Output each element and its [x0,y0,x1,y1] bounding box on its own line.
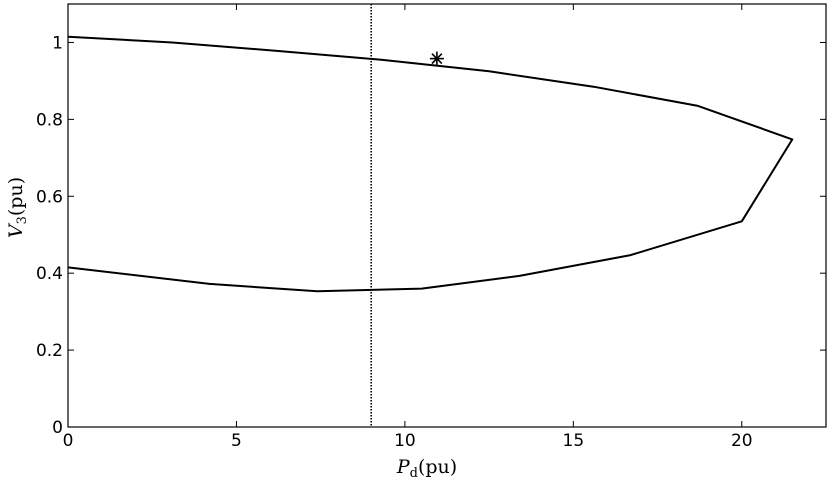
plot-frame [67,3,827,428]
pv-curve-series-1 [67,35,794,293]
y-axis-title-subscript: 3 [15,216,30,224]
axis-ticks: 0 5 10 15 20 0 0.2 0.4 0.6 0.8 1 [36,4,826,451]
x-axis-title-main: P [396,456,411,478]
x-axis-title-unit: (pu) [418,456,457,478]
x-tick-label: 0 [63,431,74,451]
asterisk-stroke [431,53,443,65]
x-tick-label: 10 [394,431,416,451]
y-axis-title: V3(pu) [5,177,30,238]
operating-point-marker [429,51,444,66]
x-tick-label: 5 [231,431,242,451]
x-axis-title-subscript: d [410,466,418,481]
y-axis-title-unit: (pu) [5,177,27,216]
x-tick-label: 15 [563,431,585,451]
y-tick-label: 0.4 [36,264,63,284]
y-tick-label: 0.8 [36,110,63,130]
y-tick-label: 0 [52,418,63,438]
y-tick-label: 0.6 [36,187,63,207]
x-tick-label: 20 [731,431,753,451]
y-tick-label: 1 [52,33,63,53]
y-tick-label: 0.2 [36,341,63,361]
operating-point-layer [429,51,444,66]
y-axis-title-main: V [5,222,27,238]
x-axis-title: Pd(pu) [396,456,457,481]
pv-curve-layer [67,4,794,427]
plot-area [67,3,827,428]
